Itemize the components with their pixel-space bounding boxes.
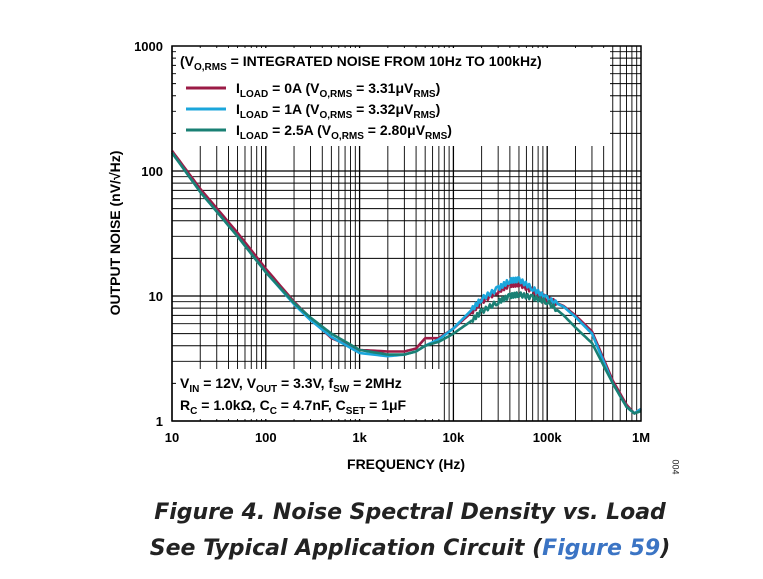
x-tick-label: 1k (352, 430, 367, 445)
y-tick-label: 10 (149, 289, 163, 304)
x-tick-label: 1M (632, 430, 650, 445)
figure-id: 004 (670, 459, 681, 475)
plot-frame (171, 45, 642, 422)
noise-density-chart: (VO,RMS = INTEGRATED NOISE FROM 10Hz TO … (107, 39, 650, 472)
caption-line1: Figure 4. Noise Spectral Density vs. Loa… (154, 500, 666, 525)
x-tick-label: 100 (255, 430, 277, 445)
x-tick-label: 10k (443, 430, 465, 445)
x-tick-label: 100k (533, 430, 563, 445)
legend-label-0: ILOAD = 0A (VO,RMS = 3.31μVRMS) (236, 80, 440, 100)
legend-title: (VO,RMS = INTEGRATED NOISE FROM 10Hz TO … (180, 53, 542, 73)
series-lines (170, 150, 642, 415)
series-line-2 (170, 151, 642, 415)
figure-59-link[interactable]: Figure 59 (542, 536, 661, 561)
y-tick-label: 100 (141, 164, 163, 179)
legend-label-1: ILOAD = 1A (VO,RMS = 3.32μVRMS) (236, 101, 440, 121)
legend-background (176, 48, 610, 146)
y-tick-label: 1 (156, 414, 163, 429)
legend: (VO,RMS = INTEGRATED NOISE FROM 10Hz TO … (176, 48, 610, 146)
x-axis-label: FREQUENCY (Hz) (347, 456, 465, 472)
x-tick-label: 10 (165, 430, 179, 445)
caption-suffix: ) (660, 536, 671, 561)
legend-label-2: ILOAD = 2.5A (VO,RMS = 2.80μVRMS) (236, 122, 452, 142)
series-line-1 (170, 151, 642, 415)
caption-line2: See Typical Application Circuit (Figure … (0, 536, 763, 561)
annotation-background (176, 369, 440, 419)
legend-items: ILOAD = 0A (VO,RMS = 3.31μVRMS)ILOAD = 1… (186, 80, 452, 142)
y-tick-label: 1000 (134, 39, 163, 54)
caption-prefix: See Typical Application Circuit ( (149, 536, 543, 561)
y-axis-label: OUTPUT NOISE (nV/√Hz) (107, 151, 123, 316)
